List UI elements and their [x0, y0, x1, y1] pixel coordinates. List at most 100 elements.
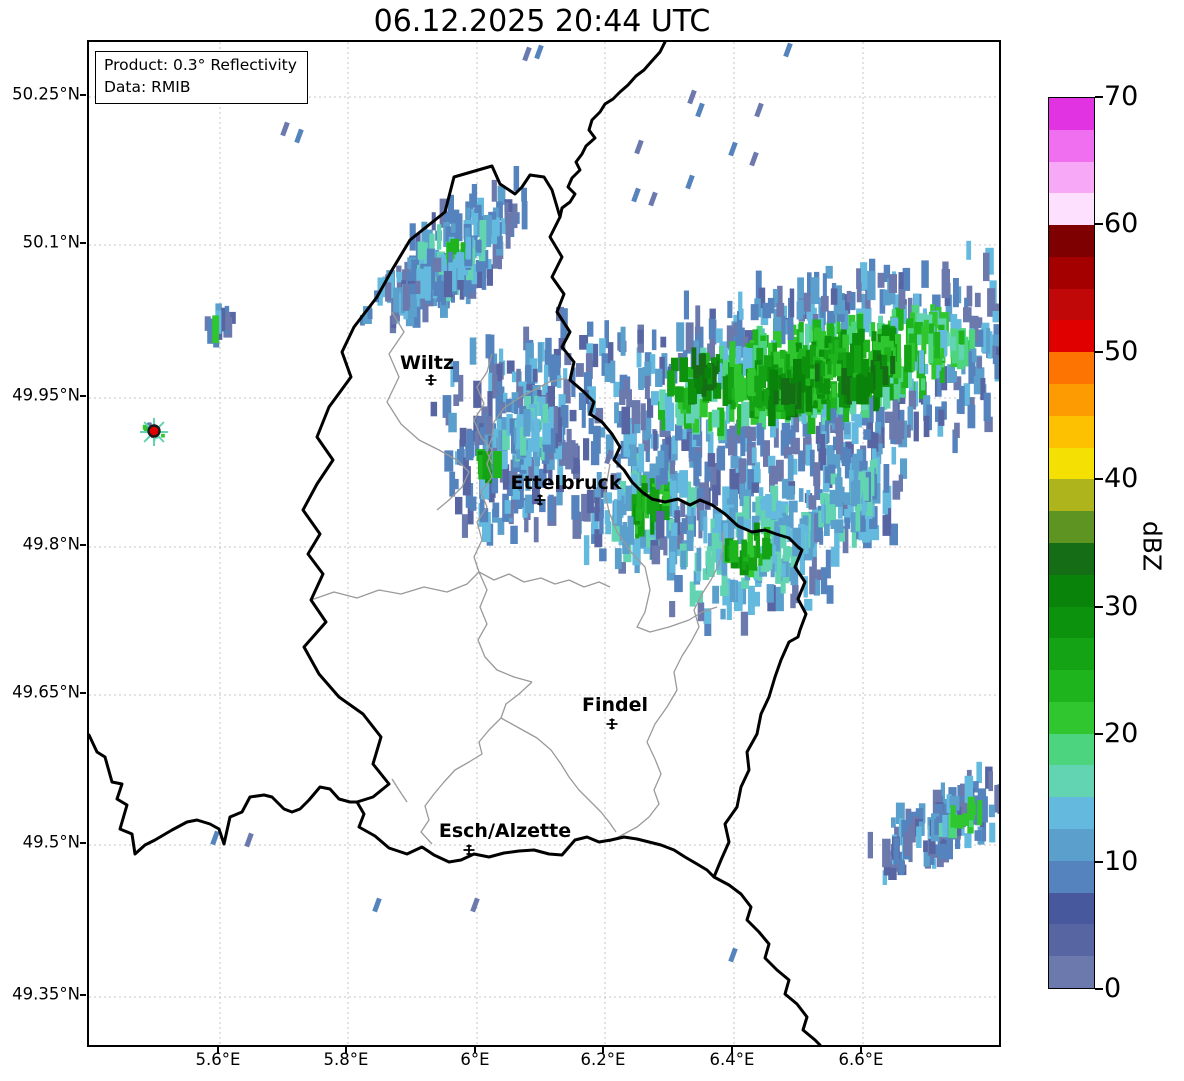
- echo-blob-west-speck: [204, 303, 236, 348]
- colorbar-segment: [1049, 638, 1094, 671]
- city-marker-wiltz: [425, 374, 437, 386]
- colorbar-segment: [1049, 797, 1094, 829]
- city-label-wiltz: Wiltz: [400, 352, 454, 374]
- y-axis-tick-mark: [80, 395, 86, 397]
- echo-blob-se-streak-green: [938, 775, 983, 839]
- colorbar-segment: [1049, 256, 1094, 289]
- y-axis-tick-label: 49.95°N: [12, 385, 80, 405]
- colorbar-tick-mark: [1095, 860, 1103, 863]
- x-axis-tick-mark: [345, 1047, 347, 1053]
- city-label-esch-alzette: Esch/Alzette: [439, 820, 571, 842]
- echo-blob-nw-tail: [359, 248, 465, 334]
- echo-blob-east-mid-cluster: [805, 421, 908, 567]
- colorbar-segment: [1049, 225, 1094, 257]
- colorbar-tick-mark: [1095, 223, 1103, 226]
- gridlines: [89, 42, 999, 1045]
- colorbar-segment: [1049, 701, 1094, 734]
- colorbar-tick-label: 10: [1104, 845, 1139, 877]
- y-axis-tick-mark: [80, 242, 86, 244]
- admin-borders: [310, 311, 724, 845]
- colorbar-segment: [1049, 288, 1094, 321]
- colorbar-segment: [1049, 511, 1094, 543]
- colorbar-segment: [1049, 892, 1094, 925]
- colorbar-segment: [1049, 828, 1094, 861]
- page-title: 06.12.2025 20:44 UTC: [373, 4, 711, 39]
- colorbar-tick-label: 20: [1104, 718, 1139, 750]
- y-axis-tick-label: 50.1°N: [22, 232, 80, 252]
- x-axis-tick-label: 6.6°E: [838, 1050, 884, 1069]
- x-axis-tick-label: 6.4°E: [709, 1050, 755, 1069]
- colorbar-tick-mark: [1095, 96, 1103, 98]
- colorbar-segment: [1049, 193, 1094, 226]
- echo-scattered-dashes: [210, 42, 793, 963]
- colorbar-tick-label: 50: [1104, 335, 1139, 367]
- x-axis-tick-label: 6.2°E: [580, 1050, 626, 1069]
- colorbar-segment: [1049, 352, 1094, 385]
- colorbar-segment: [1049, 733, 1094, 766]
- y-axis-tick-mark: [80, 544, 86, 546]
- city-label-ettelbruck: Ettelbruck: [511, 472, 622, 494]
- radar-site-marker: [140, 418, 168, 446]
- echo-blob-central-cluster: [430, 306, 632, 546]
- echo-blob-ne-band-top-fringe: [618, 240, 994, 356]
- colorbar-segment: [1049, 860, 1094, 893]
- city-layer: Wiltz Ettelbruck Findel Esch/Alzette: [400, 352, 648, 856]
- colorbar-segment: [1049, 384, 1094, 416]
- colorbar-tick-mark: [1095, 350, 1103, 353]
- colorbar-segment: [1049, 924, 1094, 957]
- y-axis-tick-mark: [80, 842, 86, 844]
- radar-echoes: [204, 42, 999, 963]
- x-axis-tick-mark: [731, 1047, 733, 1053]
- x-axis-tick-label: 6°E: [460, 1050, 490, 1069]
- y-axis-tick-mark: [80, 994, 86, 996]
- city-marker-ettelbruck: [534, 494, 546, 506]
- colorbar-segment: [1049, 129, 1094, 162]
- colorbar-segment: [1049, 479, 1094, 512]
- colorbar-tick-mark: [1095, 478, 1103, 481]
- echo-blob-ne-band-dark-2: [756, 353, 831, 427]
- info-box-source: Data: RMIB: [104, 77, 191, 96]
- colorbar-segment: [1049, 447, 1094, 480]
- colorbar-segment: [1049, 574, 1094, 607]
- y-axis-tick-label: 49.8°N: [22, 534, 80, 554]
- colorbar-tick-label: 30: [1104, 590, 1139, 622]
- y-axis-tick-label: 49.5°N: [22, 832, 80, 852]
- x-axis-tick-mark: [602, 1047, 604, 1053]
- y-axis-tick-mark: [80, 692, 86, 694]
- y-axis-tick-label: 49.65°N: [12, 682, 80, 702]
- colorbar-tick-label: 0: [1104, 972, 1122, 1004]
- colorbar-tick-mark: [1095, 605, 1103, 608]
- colorbar-tick-label: 60: [1104, 208, 1139, 240]
- x-axis-tick-mark: [474, 1047, 476, 1053]
- info-box: Product: 0.3° Reflectivity Data: RMIB: [95, 51, 308, 105]
- city-marker-findel: [606, 718, 618, 730]
- colorbar-tick-mark: [1095, 988, 1103, 990]
- y-axis-tick-label: 50.25°N: [12, 84, 80, 104]
- colorbar-unit-label: dBZ: [1137, 520, 1167, 572]
- y-axis-tick-label: 49.35°N: [12, 984, 80, 1004]
- colorbar-segment: [1049, 98, 1094, 130]
- colorbar: [1048, 97, 1095, 989]
- colorbar-segment: [1049, 956, 1094, 988]
- colorbar-segment: [1049, 606, 1094, 639]
- echo-blob-ne-band-dark-1: [667, 341, 736, 410]
- city-label-findel: Findel: [582, 694, 648, 716]
- echo-blob-central-green: [476, 449, 502, 500]
- city-marker-esch-alzette: [463, 844, 475, 856]
- colorbar-tick-label: 70: [1104, 80, 1139, 112]
- country-borders: [89, 42, 822, 1045]
- colorbar-segment: [1049, 320, 1094, 353]
- x-axis-tick-mark: [217, 1047, 219, 1053]
- colorbar-segment: [1049, 415, 1094, 448]
- x-axis-tick-mark: [860, 1047, 862, 1053]
- y-axis-tick-mark: [80, 94, 86, 96]
- echo-blob-ne-band-dark-3: [839, 347, 896, 422]
- map-plot: Wiltz Ettelbruck Findel Esch/Alzette Produc…: [87, 40, 1001, 1047]
- colorbar-segment: [1049, 542, 1094, 575]
- colorbar-tick-label: 40: [1104, 463, 1139, 495]
- info-box-product: Product: 0.3° Reflectivity: [104, 56, 297, 74]
- x-axis-tick-label: 5.8°E: [323, 1050, 369, 1069]
- colorbar-tick-mark: [1095, 733, 1103, 736]
- map-canvas: Wiltz Ettelbruck Findel Esch/Alzette: [89, 42, 999, 1045]
